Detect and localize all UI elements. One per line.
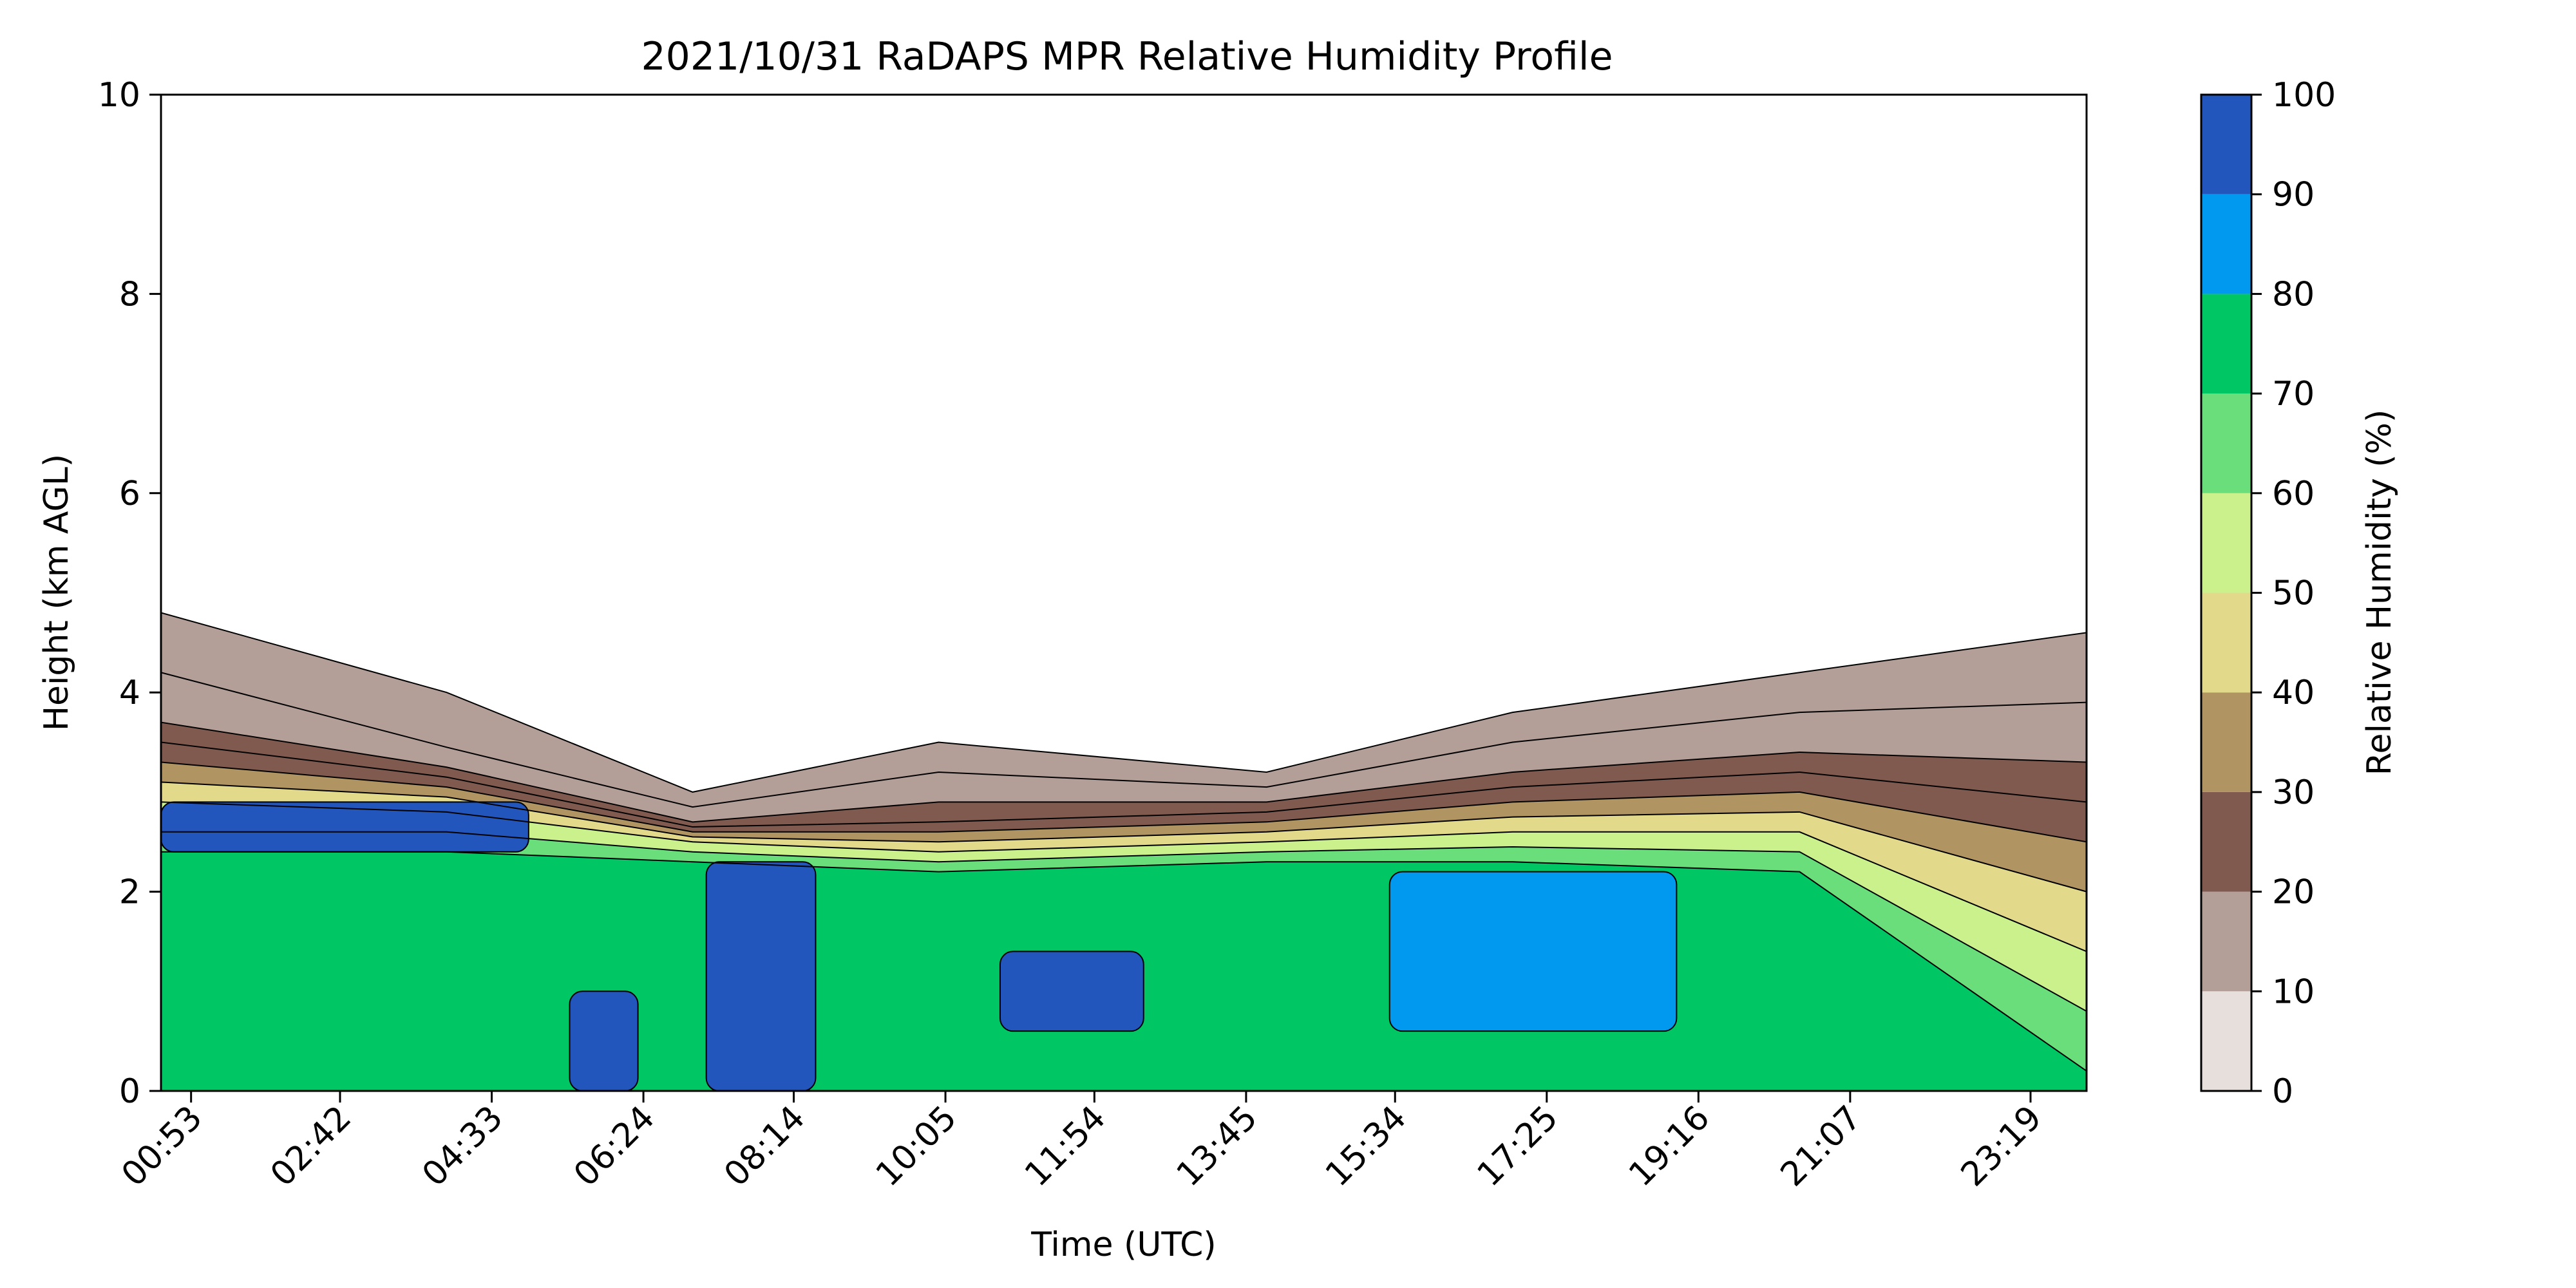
colorbar-tick-label: 70 <box>2272 375 2315 413</box>
contour-line <box>161 801 2087 952</box>
x-tick-label: 23:19 <box>1954 1099 2049 1194</box>
x-tick-label: 11:54 <box>1018 1099 1113 1194</box>
x-axis: 00:53 02:42 04:33 06:24 08:14 10:05 11:54 13:45… <box>114 1091 2049 1194</box>
colorbar-tick-label: 40 <box>2272 674 2315 712</box>
contour-line <box>161 781 2087 893</box>
x-tick-label: 19:16 <box>1622 1099 1717 1194</box>
y-tick-label: 2 <box>119 873 140 912</box>
colorbar-segment <box>2201 393 2251 493</box>
colorbar-segment <box>2201 592 2251 693</box>
x-tick-label: 17:25 <box>1470 1099 1566 1194</box>
colorbar-tick-label: 90 <box>2272 176 2315 214</box>
moist-region <box>705 861 817 1091</box>
y-axis-label: Height (km AGL) <box>37 454 76 731</box>
x-tick-label: 02:42 <box>263 1099 359 1194</box>
colorbar-tick-label: 50 <box>2272 574 2315 613</box>
contour-field <box>161 612 2087 1091</box>
y-tick-label: 4 <box>119 674 140 712</box>
contour-line <box>161 851 2087 1072</box>
colorbar-tick-label: 100 <box>2272 76 2336 115</box>
y-tick-label: 10 <box>98 76 140 115</box>
colorbar-tick-label: 30 <box>2272 773 2315 812</box>
contour-line <box>161 761 2087 843</box>
colorbar-segment <box>2201 791 2251 892</box>
x-tick-label: 06:24 <box>567 1099 662 1194</box>
x-tick-label: 04:33 <box>415 1099 510 1194</box>
moist-region <box>1388 871 1678 1032</box>
colorbar-segment <box>2201 294 2251 394</box>
colorbar-tick-label: 10 <box>2272 972 2315 1011</box>
x-tick-label: 15:34 <box>1318 1099 1414 1194</box>
y-tick-label: 6 <box>119 475 140 513</box>
moist-region <box>999 951 1144 1032</box>
colorbar-segment <box>2201 891 2251 992</box>
contour-line <box>161 741 2087 828</box>
contour-line <box>161 721 2087 823</box>
x-tick-label: 21:07 <box>1774 1099 1869 1194</box>
contour-line <box>161 672 2087 808</box>
y-axis: 0 2 4 6 8 10 <box>98 76 161 1111</box>
colorbar-tick-label: 60 <box>2272 475 2315 513</box>
x-tick-label: 10:05 <box>869 1099 964 1194</box>
colorbar-tick-label: 0 <box>2272 1072 2293 1111</box>
y-tick-label: 0 <box>119 1072 140 1111</box>
colorbar-segment <box>2201 991 2251 1091</box>
contour-line <box>161 831 2087 1012</box>
colorbar-segment <box>2201 493 2251 593</box>
colorbar: 0 10 20 30 40 50 60 70 80 90 100 <box>2200 76 2336 1111</box>
plot-frame <box>160 93 2088 1092</box>
contour-line <box>161 612 2087 793</box>
colorbar-segment <box>2201 95 2251 194</box>
moist-region <box>161 801 529 853</box>
colorbar-segment <box>2201 194 2251 294</box>
x-axis-label: Time (UTC) <box>1030 1226 1216 1264</box>
contour-lines <box>161 612 2087 1072</box>
colorbar-label: Relative Humidity (%) <box>2360 410 2399 776</box>
x-tick-label: 00:53 <box>114 1099 209 1194</box>
y-tick-label: 8 <box>119 275 140 314</box>
colorbar-segment <box>2201 692 2251 792</box>
x-tick-label: 13:45 <box>1170 1099 1265 1194</box>
moist-region <box>569 990 639 1091</box>
x-tick-label: 08:14 <box>717 1099 812 1194</box>
colorbar-tick-label: 20 <box>2272 873 2315 912</box>
chart-title: 2021/10/31 RaDAPS MPR Relative Humidity … <box>641 34 1613 79</box>
colorbar-tick-label: 80 <box>2272 275 2315 314</box>
